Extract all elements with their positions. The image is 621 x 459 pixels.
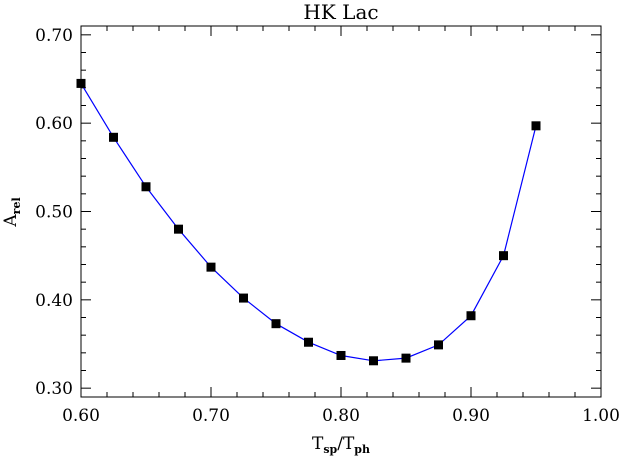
data-point	[434, 340, 443, 350]
data-point	[466, 311, 476, 321]
y-tick-label: 0.40	[35, 291, 73, 311]
y-tick-label: 0.70	[35, 26, 73, 46]
data-markers	[76, 78, 541, 366]
data-point	[174, 224, 183, 234]
axis-ticks	[80, 26, 602, 397]
chart-title: HK Lac	[303, 0, 378, 24]
data-point	[141, 182, 151, 192]
data-point	[271, 319, 281, 329]
x-axis-label: Tsp/Tph	[312, 434, 370, 456]
data-point	[304, 337, 313, 347]
y-tick-label: 0.30	[35, 379, 73, 399]
data-point	[239, 293, 248, 303]
axis-tick-labels: 0.60 0.70 0.80 0.90 1.00 0.30 0.40 0.50 0.60 0.70	[35, 26, 620, 426]
x-tick-label: 1.00	[582, 406, 620, 426]
y-axis-label: Arel	[1, 197, 23, 227]
data-point	[369, 356, 378, 366]
data-point	[109, 132, 118, 142]
data-point	[531, 121, 541, 131]
data-point	[336, 350, 346, 360]
x-tick-label: 0.60	[62, 406, 100, 426]
data-point	[499, 251, 508, 261]
x-tick-label: 0.90	[452, 406, 490, 426]
data-point	[401, 353, 411, 363]
data-point	[206, 262, 216, 272]
y-tick-label: 0.50	[35, 203, 73, 223]
x-tick-label: 0.70	[192, 406, 230, 426]
data-point	[76, 78, 86, 88]
x-tick-label: 0.80	[322, 406, 360, 426]
y-tick-label: 0.60	[35, 114, 73, 134]
plot-frame	[80, 25, 602, 398]
